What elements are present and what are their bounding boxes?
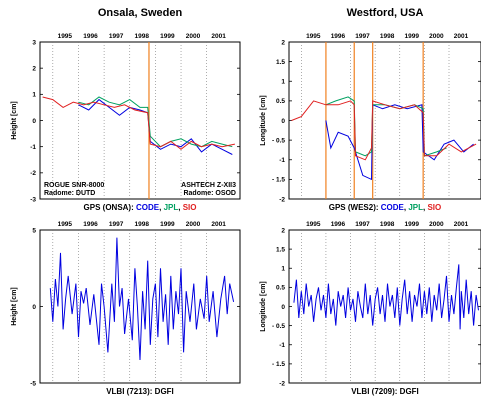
plot-frame — [288, 41, 481, 200]
year-tick-label: 1998 — [380, 33, 395, 40]
y-tick-label: - 0.5 — [272, 137, 285, 144]
y-tick-label: - 1.5 — [272, 361, 285, 368]
y-tick-label: -1 — [279, 342, 285, 349]
y-tick-label: -3 — [30, 196, 36, 203]
y-axis-label: Longitude [cm] — [260, 281, 267, 332]
year-tick-label: 1998 — [135, 33, 150, 40]
y-tick-label: 1 — [281, 266, 285, 273]
year-tick-label: 1997 — [355, 221, 370, 228]
year-tick-label: 1995 — [306, 33, 321, 40]
y-axis-label: Longitude [cm] — [260, 95, 267, 146]
year-tick-label: 1999 — [160, 221, 175, 228]
chart-title: Onsala, Sweden — [98, 7, 183, 19]
y-tick-label: 2 — [281, 227, 285, 234]
x-label-separator: , — [423, 203, 427, 212]
y-tick-label: 3 — [32, 39, 36, 46]
y-tick-label: -1 — [279, 157, 285, 164]
chart-panel-3: 1995 1996 1997 1998 1999 2000 2001 5 0 -5 Height [… — [11, 221, 241, 396]
year-tick-label: 1996 — [331, 33, 346, 40]
plot-frame — [288, 229, 481, 384]
x-label-prefix: GPS (WES2): — [329, 203, 381, 212]
y-tick-label: 1 — [32, 92, 36, 99]
year-tick-label: 2001 — [454, 33, 469, 40]
y-axis-label: Height [cm] — [11, 287, 18, 326]
series-line-code — [78, 98, 233, 155]
series-line-1 — [293, 264, 479, 330]
plot-frame — [39, 229, 241, 384]
year-tick-label: 2001 — [211, 221, 226, 228]
x-axis-label: VLBI (7213): DGFI — [106, 387, 174, 396]
y-tick-label: 1.5 — [276, 246, 285, 253]
year-tick-label: 1995 — [58, 33, 73, 40]
x-label-series: SIO — [183, 203, 197, 212]
y-tick-label: 0 — [281, 304, 285, 311]
x-label-series: JPL — [408, 203, 423, 212]
annotation: ROGUE SNR-8000 — [44, 182, 104, 189]
y-tick-label: 2 — [281, 39, 285, 46]
x-label-series: SIO — [427, 203, 441, 212]
chart-title: Westford, USA — [347, 7, 424, 19]
year-tick-label: 2000 — [186, 221, 201, 228]
y-tick-label: -2 — [279, 196, 285, 203]
series-line-1 — [49, 237, 235, 361]
chart-panel-4: 1995 1996 1997 1998 1999 2000 2001 2 1.5 1 0.5 0 - 0… — [260, 221, 481, 396]
y-tick-label: 0.5 — [276, 285, 285, 292]
plot-frame — [39, 41, 241, 200]
x-axis-label: VLBI (7209): DGFI — [351, 387, 419, 396]
year-tick-label: 2001 — [211, 33, 226, 40]
y-tick-label: 0 — [32, 118, 36, 125]
annotation: ASHTECH Z-XII3 — [181, 182, 236, 189]
y-tick-label: 0.5 — [276, 98, 285, 105]
series-line-sio — [42, 96, 235, 150]
annotation: Radome: DUTD — [44, 190, 95, 197]
x-label-series: CODE — [136, 203, 160, 212]
y-tick-label: 1.5 — [276, 59, 285, 66]
x-label-prefix: GPS (ONSA): — [84, 203, 136, 212]
year-tick-label: 1999 — [405, 33, 420, 40]
y-tick-label: -2 — [30, 170, 36, 177]
year-tick-label: 1997 — [109, 33, 124, 40]
series-line-jpl — [78, 96, 233, 148]
x-axis-label: GPS (WES2): CODE, JPL, SIO — [329, 203, 442, 212]
year-tick-label: 2000 — [429, 33, 444, 40]
year-tick-label: 1997 — [109, 221, 124, 228]
y-tick-label: 2 — [32, 65, 36, 72]
x-axis-label: GPS (ONSA): CODE, JPL, SIO — [84, 203, 197, 212]
x-label-separator: , — [159, 203, 163, 212]
x-label-separator: , — [404, 203, 408, 212]
x-label-separator: , — [178, 203, 182, 212]
y-axis-label: Height [cm] — [11, 101, 18, 140]
year-tick-label: 1997 — [355, 33, 370, 40]
x-label-series: CODE — [381, 203, 405, 212]
y-tick-label: - 1.5 — [272, 177, 285, 184]
y-tick-label: 0 — [32, 304, 36, 311]
year-tick-label: 1995 — [306, 221, 321, 228]
y-tick-label: -5 — [30, 380, 36, 387]
x-label-series: JPL — [164, 203, 179, 212]
year-tick-label: 2000 — [186, 33, 201, 40]
annotation: Radome: OSOD — [183, 190, 236, 197]
y-tick-label: 1 — [281, 79, 285, 86]
year-tick-label: 1998 — [380, 221, 395, 228]
series-line-jpl — [325, 96, 447, 157]
y-tick-label: 0 — [281, 118, 285, 125]
year-tick-label: 1996 — [83, 33, 98, 40]
y-tick-label: -2 — [279, 380, 285, 387]
series-line-code — [325, 104, 474, 181]
year-tick-label: 1999 — [405, 221, 420, 228]
year-tick-label: 1996 — [83, 221, 98, 228]
year-tick-label: 1998 — [135, 221, 150, 228]
year-tick-label: 1996 — [331, 221, 346, 228]
year-tick-label: 2000 — [429, 221, 444, 228]
y-tick-label: - 0.5 — [272, 323, 285, 330]
year-tick-label: 1995 — [58, 221, 73, 228]
y-tick-label: 5 — [32, 227, 36, 234]
year-tick-label: 2001 — [454, 221, 469, 228]
year-tick-label: 1999 — [160, 33, 175, 40]
y-tick-label: -1 — [30, 144, 36, 151]
series-line-sio — [291, 100, 477, 161]
